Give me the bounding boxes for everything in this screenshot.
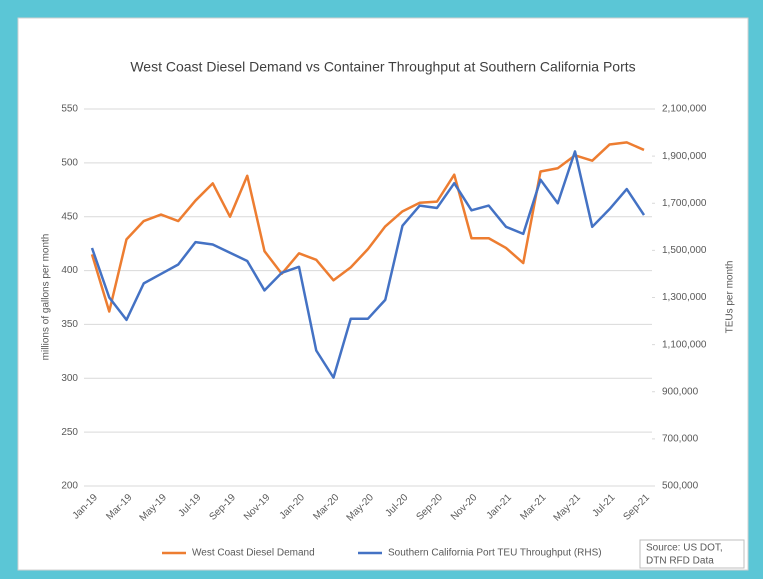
y2-axis-label: TEUs per month [725,261,736,334]
y2-tick-label: 700,000 [662,434,699,445]
y-tick-label: 550 [61,104,78,115]
y-tick-label: 350 [61,319,78,330]
y2-tick-label: 500,000 [662,481,699,492]
series-line [90,150,646,379]
y-tick-label: 250 [61,427,78,438]
source: Source: US DOT, [646,543,723,554]
y-axis-label: millions of gallons per month [41,234,52,361]
source: DTN RFD Data [646,556,714,567]
y-tick-label: 500 [61,157,78,168]
chart-area [17,17,749,571]
y2-tick-label: 2,100,000 [662,104,707,115]
chart-title: West Coast Diesel Demand vs Container Th… [130,59,635,75]
y2-tick-label: 1,300,000 [662,292,707,303]
y-tick-label: 400 [61,265,78,276]
y2-tick-label: 1,700,000 [662,198,707,209]
y2-tick-label: 1,500,000 [662,245,707,256]
y2-tick-label: 900,000 [662,386,699,397]
y-tick-label: 450 [61,211,78,222]
legend-label: West Coast Diesel Demand [192,548,315,559]
series-line [90,141,645,313]
y-tick-label: 200 [61,481,78,492]
legend-label: Southern California Port TEU Throughput … [388,548,602,559]
y-tick-label: 300 [61,373,78,384]
y2-tick-label: 1,900,000 [662,151,707,162]
y2-tick-label: 1,100,000 [662,339,707,350]
source-box [639,539,745,569]
